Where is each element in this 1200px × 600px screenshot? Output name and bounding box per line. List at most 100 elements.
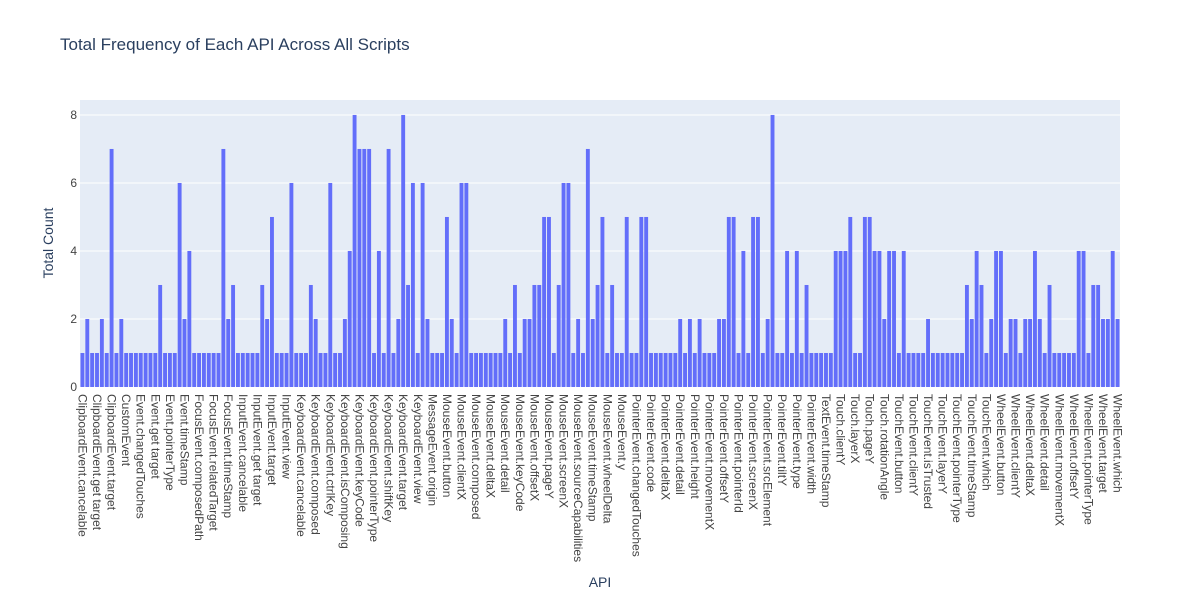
bar [969, 318, 974, 387]
bar [284, 352, 289, 387]
bar [964, 284, 969, 387]
bar [474, 352, 479, 387]
bar [1018, 352, 1023, 387]
x-tick-label: Touch.pageY [863, 394, 877, 464]
bar [1023, 318, 1028, 387]
x-tick-label: PointerEvent.pointerId [732, 394, 746, 513]
bar [605, 352, 610, 387]
bar [687, 318, 692, 387]
bar [469, 352, 474, 387]
bar [347, 250, 352, 387]
bar [221, 148, 226, 387]
bar [843, 250, 848, 387]
bar [454, 352, 459, 387]
bar [143, 352, 148, 387]
bar [824, 352, 828, 387]
bar [1057, 352, 1062, 387]
bar [513, 284, 517, 387]
x-tick-label: WheelEvent.offsetY [1067, 394, 1081, 499]
bar [712, 352, 717, 387]
bar [998, 250, 1003, 387]
bar [799, 352, 804, 387]
bar [338, 352, 342, 387]
bar [333, 352, 338, 387]
x-tick-label: ClipboardEvent.get target [90, 394, 104, 531]
bar [1101, 318, 1105, 387]
bar [1096, 284, 1101, 387]
bar [955, 352, 960, 387]
x-tick-label: WheelEvent.button [994, 394, 1008, 495]
bar [444, 216, 449, 387]
bar [415, 352, 420, 387]
bar [673, 352, 678, 387]
bar [508, 352, 513, 387]
x-tick-label: Touch.clientY [834, 394, 848, 465]
bar [124, 352, 129, 387]
x-tick-label: TouchEvent.clientY [906, 394, 920, 496]
bar [989, 318, 994, 387]
x-tick-label: WheelEvent.detail [1038, 394, 1052, 491]
bar [547, 216, 551, 387]
x-tick-label: Event.changedTouches [134, 394, 148, 519]
x-tick-label: Event.pointerType [163, 394, 177, 491]
bar [794, 250, 799, 387]
x-tick-label: MouseEvent.composed [469, 394, 483, 519]
x-tick-label: KeyboardEvent.view [411, 394, 425, 504]
bar [129, 352, 133, 387]
x-tick-label: InputEvent.get target [250, 394, 264, 506]
bar [216, 352, 221, 387]
bar [775, 352, 780, 387]
bar [702, 352, 707, 387]
bar [945, 352, 950, 387]
bar [979, 284, 984, 387]
x-tick-label: FocusEvent.timeStamp [221, 394, 235, 518]
x-tick-label: InputEvent.target [265, 394, 279, 486]
x-tick-label: PointerEvent.height [688, 394, 702, 499]
bar [760, 352, 765, 387]
bar [459, 182, 464, 387]
x-tick-label: KeyboardEvent.composed [309, 394, 323, 535]
x-tick-label: ClipboardEvent.target [105, 394, 119, 511]
bar [833, 250, 838, 387]
x-tick-label: MouseEvent.timeStamp [586, 394, 600, 522]
bar [819, 352, 824, 387]
x-tick-label: Event.timeStamp [177, 394, 191, 486]
bar [619, 352, 624, 387]
bar [294, 352, 299, 387]
bar [537, 284, 542, 387]
bar [158, 284, 163, 387]
bar [649, 352, 653, 387]
x-tick-label: MouseEvent.screenX [557, 394, 571, 508]
bar [921, 352, 926, 387]
bar [401, 114, 406, 387]
bar [483, 352, 488, 387]
bar [668, 352, 673, 387]
bar [877, 250, 882, 387]
x-tick-label: MouseEvent.y [615, 394, 629, 470]
x-tick-label: TouchEvent.isTrusted [921, 394, 935, 509]
x-tick-label: PointerEvent.detail [673, 394, 687, 495]
x-tick-label: PointerEvent.offsetY [717, 394, 731, 503]
bar [600, 216, 605, 387]
bar [1013, 318, 1018, 387]
bar [751, 216, 756, 387]
bar [726, 216, 731, 387]
x-tick-label: MouseEvent.offsetX [527, 394, 541, 501]
bar [440, 352, 444, 387]
x-tick-label: MouseEvent.wheelDelta [600, 394, 614, 524]
x-tick-label: PointerEvent.movementX [702, 394, 716, 530]
bar [731, 216, 736, 387]
bar [342, 318, 347, 387]
bar [585, 148, 590, 387]
bar [163, 352, 167, 387]
bar [90, 352, 95, 387]
bar [420, 182, 425, 387]
bar [1081, 250, 1086, 387]
bar [785, 250, 790, 387]
x-tick-label: ClipboardEvent.cancelable [75, 394, 89, 537]
bar [449, 318, 454, 387]
bar [814, 352, 819, 387]
bar [853, 352, 858, 387]
bar [211, 352, 216, 387]
x-tick-label: CustomEvent [119, 394, 133, 467]
